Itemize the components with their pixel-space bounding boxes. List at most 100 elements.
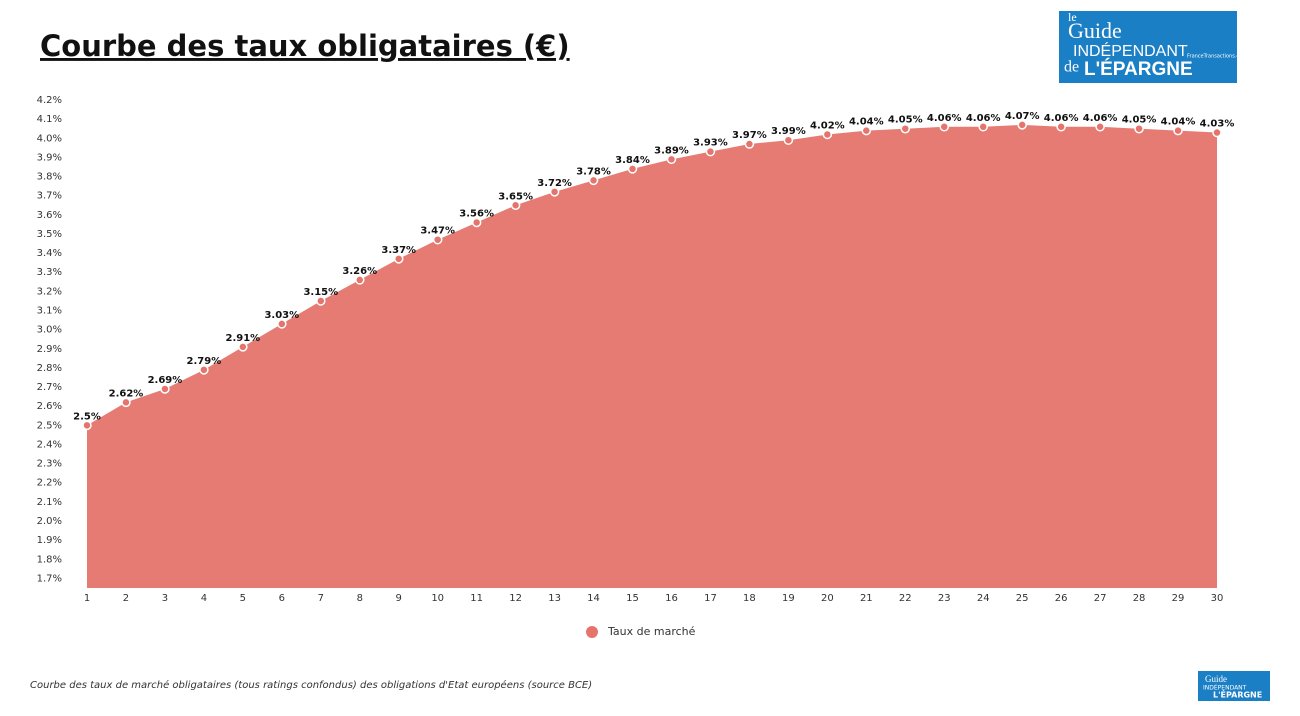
point — [121, 397, 131, 408]
y-tick-label: 3.2% — [37, 286, 62, 297]
y-tick-label: 2.0% — [37, 516, 62, 527]
y-tick-label: 2.4% — [37, 439, 62, 450]
y-tick-label: 3.5% — [37, 229, 62, 240]
point — [199, 365, 209, 375]
x-tick-label: 5 — [240, 593, 246, 604]
x-tick-label: 20 — [821, 593, 834, 604]
x-tick-label: 23 — [938, 593, 951, 604]
logo-site: FranceTransactions.com — [1187, 54, 1247, 60]
legend-marker — [586, 626, 598, 638]
point — [277, 319, 287, 329]
value-label: 4.07% — [1005, 111, 1040, 122]
value-label: 3.37% — [381, 245, 416, 256]
y-tick-label: 3.6% — [37, 210, 62, 221]
x-tick-label: 26 — [1055, 593, 1068, 604]
value-label: 3.56% — [459, 208, 494, 219]
value-label: 3.78% — [576, 166, 611, 177]
x-tick-label: 27 — [1094, 593, 1107, 604]
x-tick-label: 14 — [587, 593, 600, 604]
point — [510, 200, 521, 211]
logo-text: de — [1064, 59, 1079, 76]
x-tick-label: 29 — [1172, 593, 1185, 604]
x-tick-label: 3 — [162, 593, 168, 604]
legend-label: Taux de marché — [607, 625, 696, 638]
point — [978, 122, 988, 132]
value-label: 3.15% — [303, 287, 338, 298]
x-tick-label: 22 — [899, 593, 912, 604]
value-label: 4.06% — [966, 113, 1001, 124]
point — [82, 420, 92, 431]
point — [316, 296, 326, 306]
point — [1095, 122, 1105, 132]
x-tick-label: 6 — [279, 593, 285, 604]
y-tick-label: 2.1% — [37, 497, 62, 508]
point — [627, 164, 638, 174]
x-tick-label: 15 — [626, 593, 639, 604]
value-label: 4.03% — [1200, 119, 1235, 130]
value-label: 3.93% — [693, 138, 728, 149]
value-label: 3.99% — [771, 126, 806, 137]
x-tick-label: 17 — [704, 593, 717, 604]
logo: le Guide INDÉPENDANT de L'ÉPARGNE France… — [1059, 10, 1247, 83]
y-tick-label: 1.9% — [37, 535, 62, 546]
y-tick-label: 3.0% — [37, 325, 62, 336]
value-label: 4.06% — [1044, 113, 1079, 124]
value-label: 3.97% — [732, 130, 767, 141]
value-label: 4.06% — [927, 113, 962, 124]
x-tick-label: 2 — [123, 593, 129, 604]
x-tick-label: 18 — [743, 593, 756, 604]
x-tick-label: 16 — [665, 593, 678, 604]
point — [939, 122, 949, 132]
y-tick-label: 2.8% — [37, 363, 62, 374]
point — [1017, 120, 1027, 130]
x-tick-label: 21 — [860, 593, 873, 604]
y-tick-label: 3.8% — [37, 172, 62, 183]
logo-text: INDÉPENDANT — [1203, 684, 1247, 692]
value-label: 3.89% — [654, 145, 689, 156]
point — [549, 187, 560, 197]
value-label: 4.06% — [1083, 113, 1118, 124]
value-label: 3.03% — [264, 310, 299, 321]
y-tick-label: 3.7% — [37, 191, 62, 202]
point — [744, 139, 755, 149]
x-tick-label: 9 — [396, 593, 402, 604]
y-tick-label: 2.7% — [37, 382, 62, 393]
point — [705, 146, 716, 157]
point — [393, 254, 404, 264]
y-tick-label: 4.2% — [37, 95, 62, 106]
value-label: 2.69% — [148, 375, 183, 386]
y-tick-label: 3.9% — [37, 152, 62, 163]
y-tick-label: 1.7% — [37, 573, 62, 584]
y-tick-label: 1.8% — [37, 554, 62, 565]
logo-box — [1198, 671, 1270, 701]
value-label: 3.72% — [537, 178, 572, 189]
x-tick-label: 8 — [357, 593, 363, 604]
logo-box — [1059, 11, 1237, 83]
y-tick-label: 2.6% — [37, 401, 62, 412]
x-tick-label: 4 — [201, 593, 207, 604]
point — [666, 154, 677, 165]
value-label: 4.05% — [888, 115, 923, 126]
x-tick-label: 11 — [470, 593, 483, 604]
point — [1212, 127, 1222, 138]
point — [1056, 122, 1066, 132]
caption: Courbe des taux de marché obligataires (… — [30, 679, 592, 691]
value-label: 4.05% — [1122, 115, 1157, 126]
logo-text: le — [1068, 10, 1077, 24]
x-tick-label: 13 — [548, 593, 561, 604]
logo-text: Guide — [1205, 674, 1227, 684]
point — [471, 217, 482, 228]
value-label: 2.5% — [73, 411, 101, 422]
y-tick-label: 3.4% — [37, 248, 62, 259]
y-tick-label: 4.1% — [37, 114, 62, 125]
x-tick-label: 1 — [84, 593, 90, 604]
value-label: 2.91% — [226, 333, 261, 344]
x-tick-label: 12 — [509, 593, 522, 604]
x-tick-label: 24 — [977, 593, 990, 604]
logo-small: Guide INDÉPENDANT L'ÉPARGNE — [1198, 671, 1270, 701]
value-label: 3.65% — [498, 191, 533, 202]
point — [238, 342, 248, 352]
logo-text: L'ÉPARGNE — [1213, 689, 1262, 700]
y-tick-label: 3.1% — [37, 306, 62, 317]
